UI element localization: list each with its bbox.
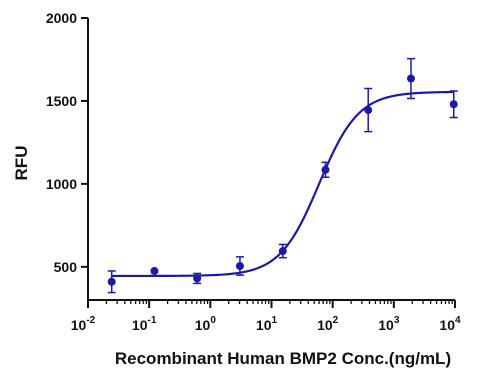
data-point	[406, 74, 415, 83]
x-tick-label: 100	[195, 315, 217, 333]
y-tick-label: 500	[54, 259, 78, 275]
data-point	[107, 277, 116, 286]
x-tick-label: 104	[439, 315, 461, 333]
data-point-group	[364, 87, 373, 133]
y-tick-label: 1000	[46, 176, 77, 192]
x-tick-label: 101	[256, 315, 278, 333]
data-point	[278, 247, 287, 256]
data-point-group	[321, 161, 330, 178]
data-points-layer	[107, 57, 458, 294]
data-point-group	[278, 243, 287, 259]
x-tick-label: 10-1	[132, 315, 157, 333]
axes: 500 1000 1500 2000 10-2 10-1 100 101 102 103 104	[46, 10, 461, 333]
data-point	[235, 261, 244, 270]
y-tick-label: 2000	[46, 10, 77, 26]
data-point-group	[449, 90, 458, 119]
labels-layer: RFU Recombinant Human BMP2 Conc.(ng/mL)	[12, 146, 451, 368]
data-point	[193, 274, 202, 283]
data-point-group	[107, 270, 116, 294]
x-axis-title: Recombinant Human BMP2 Conc.(ng/mL)	[115, 349, 451, 368]
data-point-group	[406, 57, 415, 100]
data-point-group	[150, 266, 159, 275]
y-tick-label: 1500	[46, 93, 77, 109]
data-point-group	[193, 272, 202, 285]
y-axis-title: RFU	[12, 146, 31, 181]
data-point-group	[235, 256, 244, 276]
data-point	[449, 100, 458, 109]
x-tick-label: 10-2	[71, 315, 96, 333]
x-tick-label: 103	[378, 315, 400, 333]
data-point	[321, 165, 330, 174]
data-point	[364, 106, 373, 115]
x-tick-label: 102	[317, 315, 339, 333]
data-point	[150, 266, 159, 275]
